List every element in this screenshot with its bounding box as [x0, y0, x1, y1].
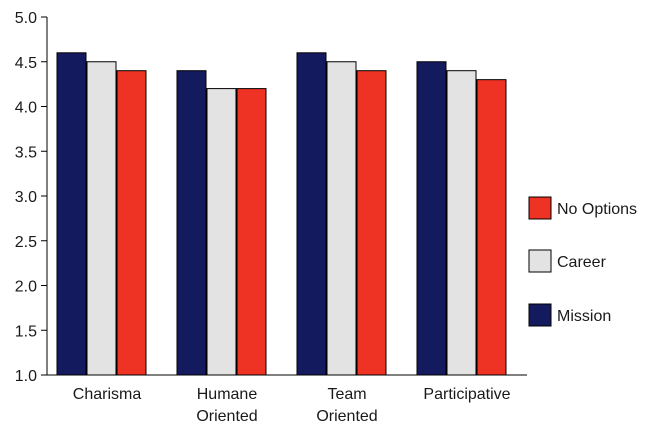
x-category-label: Team Oriented — [316, 386, 377, 425]
x-category-label: Humane Oriented — [196, 386, 257, 425]
bars — [56, 52, 507, 376]
x-category-label: Charisma — [73, 386, 142, 403]
x-category-label-line: Oriented — [196, 408, 257, 425]
bar-no-options — [116, 70, 147, 376]
y-tick-label: 5.0 — [15, 10, 37, 27]
y-tick-label: 4.0 — [15, 100, 37, 117]
x-category-label-line: Participative — [423, 386, 510, 403]
bar-mission — [176, 70, 207, 376]
y-tick-label: 3.0 — [15, 189, 37, 206]
x-category-label-line: Team — [327, 386, 366, 403]
legend-swatch-mission — [528, 303, 552, 327]
bar-career — [206, 88, 237, 376]
bar-career — [326, 61, 357, 376]
bar-career — [86, 61, 117, 376]
legend-label-mission: Mission — [557, 308, 611, 325]
legend-label-career: Career — [557, 254, 607, 271]
bar-no-options — [356, 70, 387, 376]
bar-mission — [296, 52, 327, 376]
x-category-label-line: Humane — [197, 386, 258, 403]
x-category-label-line: Charisma — [73, 386, 142, 403]
bar-mission — [56, 52, 87, 376]
y-tick-label: 1.5 — [15, 323, 37, 340]
y-tick-label: 1.0 — [15, 368, 37, 385]
bar-no-options — [236, 88, 267, 376]
bar-no-options — [476, 79, 507, 376]
legend-label-no-options: No Options — [557, 201, 637, 218]
legend-swatch-no-options — [528, 196, 552, 220]
bar-career — [446, 70, 477, 376]
bar-mission — [416, 61, 447, 376]
y-tick-label: 4.5 — [15, 55, 37, 72]
y-tick-label: 3.5 — [15, 144, 37, 161]
x-category-label: Participative — [423, 386, 510, 403]
y-axis: 1.0 1.5 2.0 2.5 3.0 3.5 4.0 4.5 5.0 — [15, 10, 48, 385]
legend: No Options Career Mission — [528, 196, 637, 327]
y-tick-label: 2.5 — [15, 234, 37, 251]
legend-swatch-career — [528, 249, 552, 273]
x-category-label-line: Oriented — [316, 408, 377, 425]
y-tick-label: 2.0 — [15, 279, 37, 296]
x-axis: Charisma Humane Oriented Team Oriented Partic… — [47, 374, 527, 425]
